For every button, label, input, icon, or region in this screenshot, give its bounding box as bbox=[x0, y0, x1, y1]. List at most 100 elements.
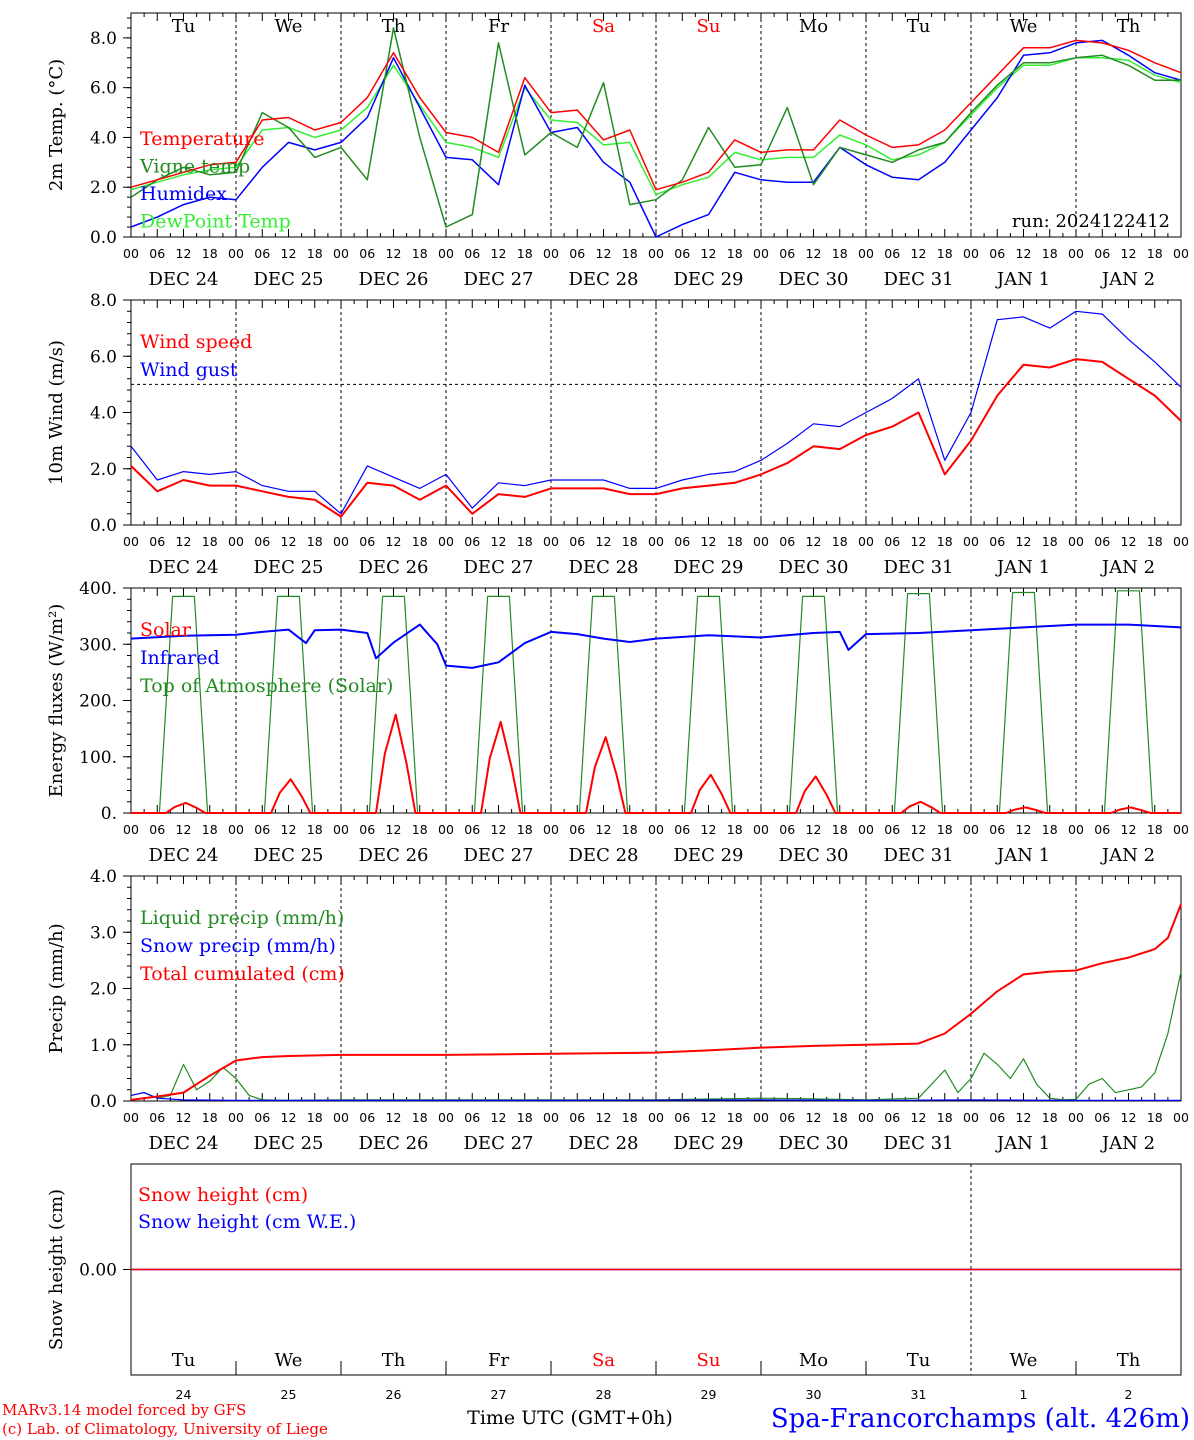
x-hour-label: 00 bbox=[228, 822, 244, 837]
y-tick-label: 4.0 bbox=[90, 404, 117, 424]
x-hour-label: 06 bbox=[674, 822, 690, 837]
x-date-label: DEC 27 bbox=[464, 269, 534, 290]
x-hour-label: 00 bbox=[333, 534, 349, 549]
legend-label: Vigne temp bbox=[139, 156, 250, 178]
x-hour-label: 06 bbox=[149, 534, 165, 549]
x-hour-label: 12 bbox=[1121, 822, 1137, 837]
x-date-label: DEC 30 bbox=[779, 845, 849, 866]
x-hour-label: 12 bbox=[596, 534, 612, 549]
x-hour-label: 18 bbox=[202, 1110, 218, 1125]
x-date-label: DEC 31 bbox=[884, 1133, 954, 1154]
y-tick-label: 8.0 bbox=[90, 29, 117, 49]
x-date-label: DEC 30 bbox=[779, 557, 849, 578]
x-hour-label: 18 bbox=[832, 534, 848, 549]
x-hour-label: 18 bbox=[832, 246, 848, 261]
x-hour-label: 00 bbox=[333, 246, 349, 261]
x-date-label: DEC 24 bbox=[149, 269, 219, 290]
x-hour-label: 00 bbox=[963, 1110, 979, 1125]
x-hour-label: 00 bbox=[438, 246, 454, 261]
x-hour-label: 06 bbox=[569, 534, 585, 549]
x-hour-label: 00 bbox=[648, 534, 664, 549]
legend-label: Solar bbox=[140, 619, 192, 641]
x-hour-label: 12 bbox=[386, 246, 402, 261]
day-number-label: 24 bbox=[176, 1387, 192, 1402]
x-hour-label: 00 bbox=[753, 534, 769, 549]
x-hour-label: 00 bbox=[123, 822, 139, 837]
x-hour-label: 06 bbox=[464, 534, 480, 549]
x-hour-label: 12 bbox=[806, 534, 822, 549]
x-hour-label: 00 bbox=[858, 822, 874, 837]
x-date-label: DEC 24 bbox=[149, 845, 219, 866]
x-hour-label: 00 bbox=[753, 1110, 769, 1125]
y-tick-label: 0.0 bbox=[90, 1092, 117, 1112]
x-hour-label: 18 bbox=[727, 1110, 743, 1125]
x-hour-label: 18 bbox=[832, 822, 848, 837]
x-hour-label: 00 bbox=[543, 534, 559, 549]
day-label: Th bbox=[1117, 16, 1141, 37]
x-date-label: DEC 25 bbox=[254, 269, 324, 290]
x-hour-label: 00 bbox=[228, 534, 244, 549]
series-line bbox=[131, 713, 1181, 814]
x-date-label: DEC 27 bbox=[464, 845, 534, 866]
x-date-label: JAN 1 bbox=[995, 557, 1050, 578]
x-hour-label: 00 bbox=[333, 1110, 349, 1125]
x-date-label: DEC 30 bbox=[779, 269, 849, 290]
x-date-label: DEC 24 bbox=[149, 557, 219, 578]
x-hour-label: 18 bbox=[832, 1110, 848, 1125]
y-tick-label: 0.0 bbox=[90, 228, 117, 248]
x-hour-label: 06 bbox=[359, 246, 375, 261]
x-hour-label: 06 bbox=[779, 246, 795, 261]
x-hour-label: 06 bbox=[884, 246, 900, 261]
x-hour-label: 06 bbox=[989, 534, 1005, 549]
day-label: Tu bbox=[172, 16, 196, 37]
x-date-label: DEC 25 bbox=[254, 557, 324, 578]
x-hour-label: 18 bbox=[622, 822, 638, 837]
x-hour-label: 06 bbox=[254, 246, 270, 261]
x-axis-title: Time UTC (GMT+0h) bbox=[467, 1407, 673, 1429]
x-hour-label: 06 bbox=[779, 534, 795, 549]
x-hour-label: 00 bbox=[648, 1110, 664, 1125]
x-hour-label: 06 bbox=[464, 822, 480, 837]
x-date-label: DEC 26 bbox=[359, 845, 429, 866]
legend-label: Humidex bbox=[140, 183, 227, 205]
x-hour-label: 18 bbox=[202, 246, 218, 261]
x-hour-label: 12 bbox=[281, 822, 297, 837]
x-hour-label: 12 bbox=[806, 1110, 822, 1125]
legend-label: DewPoint Temp bbox=[140, 211, 291, 233]
x-date-label: JAN 1 bbox=[995, 269, 1050, 290]
x-hour-label: 00 bbox=[858, 1110, 874, 1125]
day-label: Su bbox=[697, 1350, 721, 1371]
x-date-label: DEC 28 bbox=[569, 269, 639, 290]
y-tick-label: 100. bbox=[79, 748, 117, 768]
x-hour-label: 12 bbox=[176, 822, 192, 837]
day-number-label: 27 bbox=[491, 1387, 507, 1402]
x-hour-label: 18 bbox=[937, 822, 953, 837]
x-hour-label: 00 bbox=[438, 822, 454, 837]
x-hour-label: 06 bbox=[989, 246, 1005, 261]
y-tick-label: 6.0 bbox=[90, 347, 117, 367]
day-label: We bbox=[275, 1350, 303, 1371]
x-date-label: DEC 29 bbox=[674, 269, 744, 290]
x-hour-label: 18 bbox=[202, 534, 218, 549]
x-hour-label: 00 bbox=[1068, 1110, 1084, 1125]
x-hour-label: 06 bbox=[254, 1110, 270, 1125]
day-number-label: 2 bbox=[1125, 1387, 1133, 1402]
x-hour-label: 18 bbox=[937, 534, 953, 549]
x-hour-label: 18 bbox=[307, 822, 323, 837]
x-hour-label: 12 bbox=[386, 822, 402, 837]
x-hour-label: 06 bbox=[674, 1110, 690, 1125]
footer-credit-model: MARv3.14 model forced by GFS bbox=[2, 1401, 246, 1419]
day-label: Sa bbox=[592, 1350, 615, 1371]
x-hour-label: 00 bbox=[543, 1110, 559, 1125]
day-label: Fr bbox=[488, 1350, 509, 1371]
x-hour-label: 06 bbox=[359, 822, 375, 837]
y-axis-label: 2m Temp. (°C) bbox=[46, 59, 67, 191]
day-label: Su bbox=[697, 16, 721, 37]
x-hour-label: 00 bbox=[123, 534, 139, 549]
day-label: Th bbox=[382, 16, 406, 37]
day-number-label: 25 bbox=[281, 1387, 297, 1402]
x-hour-label: 18 bbox=[937, 246, 953, 261]
y-tick-label: 4.0 bbox=[90, 867, 117, 887]
x-hour-label: 12 bbox=[701, 534, 717, 549]
x-hour-label: 00 bbox=[963, 822, 979, 837]
